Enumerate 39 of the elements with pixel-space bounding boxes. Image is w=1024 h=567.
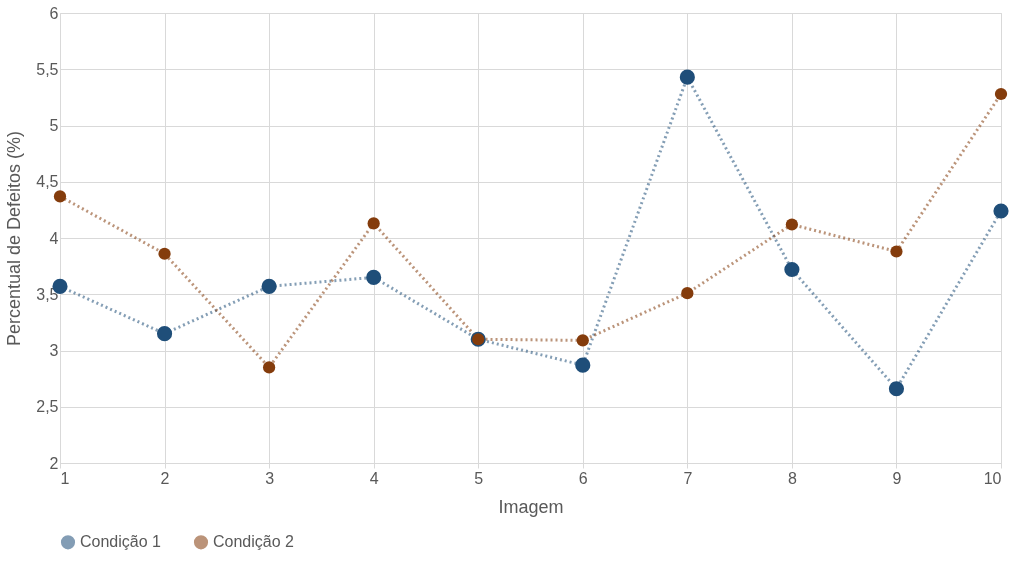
y-tick-label: 2 (49, 454, 59, 472)
y-tick-label: 2,5 (36, 398, 59, 416)
x-tick-label: 4 (369, 469, 379, 487)
point (679, 69, 695, 85)
x-tick-label: 9 (892, 469, 902, 487)
x-tick-label: 1 (60, 469, 70, 487)
x-tick-label: 5 (474, 469, 484, 487)
point (53, 190, 67, 203)
y-tick-label: 5,5 (36, 60, 59, 78)
point (366, 269, 382, 285)
point (993, 203, 1009, 219)
x-axis-title: Imagem (498, 496, 564, 517)
y-tick-label: 6 (49, 4, 59, 22)
point (994, 87, 1008, 101)
x-tick-label: 3 (265, 469, 275, 487)
y-tick-label: 4,5 (36, 173, 59, 191)
point (681, 287, 694, 300)
y-axis-title: Percentual de Defeitos (%) (4, 130, 25, 347)
y-tick-label: 5 (49, 117, 59, 134)
legend-label: Condição 2 (213, 533, 295, 551)
point (888, 381, 905, 397)
x-tick-label: 8 (787, 469, 797, 487)
x-tick-label: 10 (983, 469, 1002, 487)
point (158, 247, 171, 260)
point (262, 361, 276, 374)
y-tick-label: 3 (49, 342, 59, 359)
point (890, 245, 903, 258)
point (785, 218, 799, 231)
y-tick-label: 4 (49, 229, 59, 247)
x-tick-label: 2 (160, 469, 170, 487)
point (575, 357, 591, 373)
x-tick-label: 6 (578, 469, 588, 487)
point (261, 278, 277, 294)
point (576, 334, 589, 347)
point (784, 261, 800, 278)
point (367, 217, 380, 230)
point (156, 326, 173, 342)
x-tick-label: 7 (683, 469, 693, 487)
legend-label: Condição 1 (80, 533, 162, 551)
